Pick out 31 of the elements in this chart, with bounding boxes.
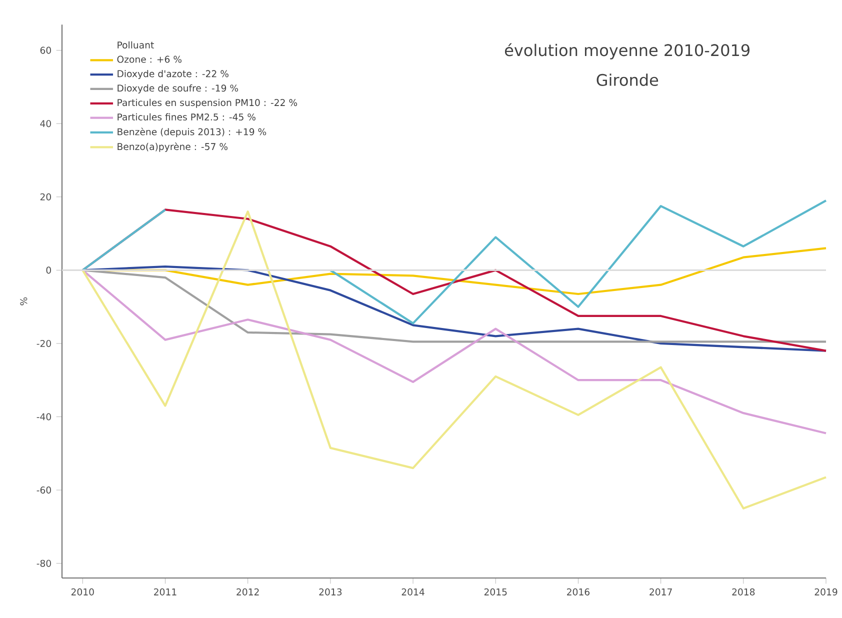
legend-label: Benzo(a)pyrène : -57 %	[118, 142, 228, 152]
y-axis-title: %	[20, 297, 28, 306]
y-tick-label: -60	[36, 486, 51, 494]
y-tick-label: 0	[46, 266, 51, 274]
x-tick-label: 2019	[814, 588, 838, 596]
x-tick-label: 2013	[319, 588, 342, 596]
legend-label: Benzène (depuis 2013) : +19 %	[118, 128, 266, 138]
x-tick-label: 2018	[732, 588, 755, 596]
text: Gironde	[596, 74, 658, 86]
line-series	[82, 210, 828, 510]
legend-label: Particules en suspension PM10 : -22 %	[118, 98, 298, 108]
x-tick-label: 2015	[484, 588, 507, 596]
x-tick-label: 2011	[154, 588, 176, 596]
y-tick-label: 40	[40, 120, 51, 128]
y-tick-label: -20	[36, 340, 51, 347]
x-tick-label: 2012	[236, 588, 259, 596]
legend-label: Ozone : +6 %	[117, 56, 182, 63]
x-tick-label: 2017	[650, 588, 672, 596]
text: évolution moyenne 2010-2019	[504, 43, 750, 60]
x-tick-label: 2016	[567, 588, 590, 596]
legend-label: Particules fines PM2.5 : -45 %	[118, 113, 256, 120]
x-tick-label: 2014	[402, 588, 424, 596]
x-tick-label: 2010	[71, 588, 94, 596]
y-tick-label: -80	[36, 560, 51, 567]
y-tick-label: 60	[40, 46, 51, 54]
line-series	[82, 269, 828, 434]
legend-label: Dioxyde de soufre : -19 %	[118, 84, 238, 94]
legend-title: Polluant	[118, 41, 154, 49]
legend-label: Dioxyde d'azote : -22 %	[118, 70, 228, 80]
y-tick-label: -40	[36, 413, 51, 420]
y-tick-label: 20	[40, 193, 51, 200]
